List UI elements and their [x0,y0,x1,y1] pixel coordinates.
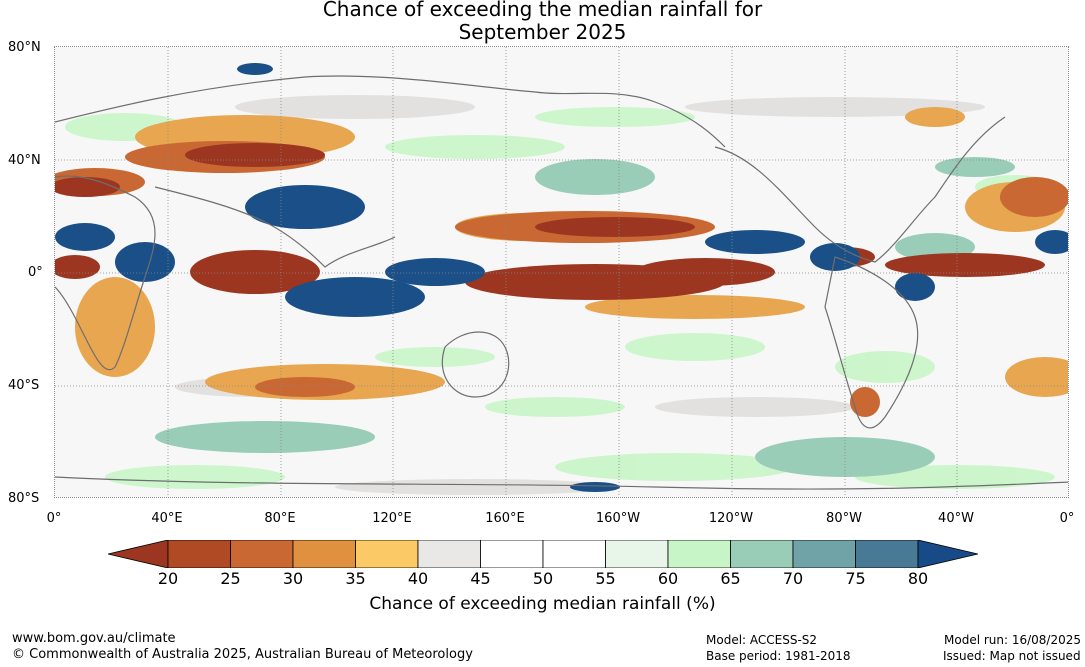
footer-url: www.bom.gov.au/climate [12,631,176,646]
colorbar-segment [855,539,919,569]
colorbar-tick-label: 65 [720,569,741,588]
lon-label-80e: 80°E [264,511,296,526]
lat-label-80n: 80°N [8,40,41,55]
colorbar-segment [417,539,481,569]
map-title-line-1: Chance of exceeding the median rainfall … [322,0,763,21]
colorbar-tick-label: 55 [595,569,616,588]
rainfall-probability-map [54,46,1069,498]
colorbar-extend-high [917,539,979,569]
lat-label-equator: 0° [28,265,43,280]
lon-label-160e: 160°E [485,511,525,526]
colorbar-segment [480,539,544,569]
colorbar-label: Chance of exceeding median rainfall (%) [369,594,716,614]
colorbar-segment [792,539,856,569]
footer-copyright: © Commonwealth of Australia 2025, Austra… [12,647,473,662]
colorbar-tick-label: 75 [845,569,866,588]
lon-label-160w: 160°W [595,511,641,526]
lon-label-0-right: 0° [1059,511,1075,526]
map-svg [55,47,1068,497]
coastlines [55,75,1068,490]
colorbar-svg [107,539,979,569]
colorbar-extend-low [107,539,169,569]
colorbar-segment [605,539,669,569]
colorbar-segment [167,539,231,569]
lat-label-40n: 40°N [8,153,41,168]
graticule [55,47,1068,497]
footer-base-period: Base period: 1981-2018 [706,649,851,663]
lon-label-120e: 120°E [372,511,412,526]
colorbar-segment [730,539,794,569]
footer-model-run: Model run: 16/08/2025 [944,633,1082,647]
colorbar-tick-label: 60 [657,569,679,588]
colorbar-tick-label: 70 [782,569,804,588]
lat-label-80s: 80°S [8,491,40,506]
colorbar-segment [667,539,731,569]
lon-label-40e: 40°E [151,511,183,526]
colorbar-segment [542,539,606,569]
lon-label-40w: 40°W [938,511,974,526]
footer-model: Model: ACCESS-S2 [706,633,818,647]
colorbar-tick-label: 25 [220,569,241,588]
colorbar-segment [292,539,356,569]
lon-label-80w: 80°W [826,511,862,526]
colorbar-tick-label: 80 [907,569,929,588]
colorbar-segment [355,539,419,569]
lat-label-40s: 40°S [8,378,40,393]
colorbar-tick-label: 30 [282,569,304,588]
colorbar [107,539,979,569]
colorbar-tick-label: 20 [157,569,179,588]
lon-label-0: 0° [46,511,62,526]
colorbar-tick-label: 45 [470,569,491,588]
footer-issued: Issued: Map not issued [943,649,1081,663]
colorbar-tick-label: 35 [345,569,366,588]
lon-label-120w: 120°W [708,511,754,526]
colorbar-tick-label: 40 [407,569,429,588]
wet-dark-regions [55,63,1068,492]
colorbar-segment [230,539,294,569]
map-title-line-2: September 2025 [458,20,627,44]
colorbar-tick-label: 50 [532,569,554,588]
